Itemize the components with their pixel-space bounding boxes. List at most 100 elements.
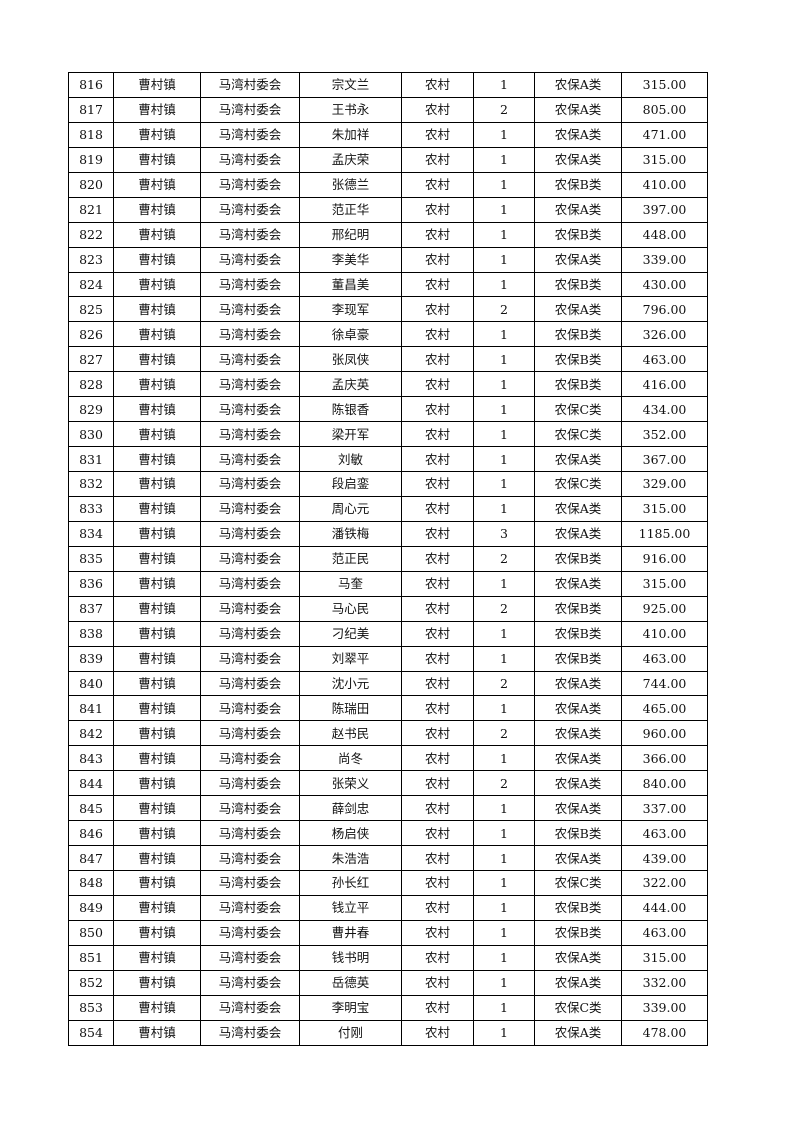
table-row: 839 曹村镇 马湾村委会 刘翠平 农村 1 农保B类 463.00 <box>68 645 708 672</box>
village-committee-cell: 马湾村委会 <box>200 695 300 722</box>
village-committee-cell: 马湾村委会 <box>200 96 300 123</box>
table-row: 827 曹村镇 马湾村委会 张凤侠 农村 1 农保B类 463.00 <box>68 346 708 373</box>
name-cell: 宗文兰 <box>299 72 402 98</box>
person-count-cell: 1 <box>473 745 535 772</box>
table-row: 822 曹村镇 马湾村委会 邢纪明 农村 1 农保B类 448.00 <box>68 221 708 248</box>
insurance-category-cell: 农保B类 <box>534 171 622 198</box>
town-cell: 曹村镇 <box>113 570 201 597</box>
village-committee-cell: 马湾村委会 <box>200 171 300 198</box>
table-row: 841 曹村镇 马湾村委会 陈瑞田 农村 1 农保A类 465.00 <box>68 695 708 722</box>
table-row: 850 曹村镇 马湾村委会 曹井春 农村 1 农保B类 463.00 <box>68 919 708 946</box>
person-count-cell: 1 <box>473 495 535 522</box>
table-row: 846 曹村镇 马湾村委会 杨启侠 农村 1 农保B类 463.00 <box>68 820 708 847</box>
amount-cell: 463.00 <box>621 919 708 946</box>
household-type-cell: 农村 <box>401 321 474 348</box>
name-cell: 梁开军 <box>299 421 402 448</box>
town-cell: 曹村镇 <box>113 371 201 398</box>
row-number-cell: 847 <box>68 845 114 871</box>
household-type-cell: 农村 <box>401 296 474 323</box>
household-type-cell: 农村 <box>401 944 474 971</box>
row-number-cell: 832 <box>68 471 114 497</box>
row-number-cell: 851 <box>68 944 114 971</box>
village-committee-cell: 马湾村委会 <box>200 795 300 822</box>
row-number-cell: 849 <box>68 894 114 921</box>
table-row: 829 曹村镇 马湾村委会 陈银香 农村 1 农保C类 434.00 <box>68 396 708 423</box>
person-count-cell: 1 <box>473 645 535 672</box>
table-row: 830 曹村镇 马湾村委会 梁开军 农村 1 农保C类 352.00 <box>68 421 708 448</box>
amount-cell: 326.00 <box>621 321 708 348</box>
insurance-category-cell: 农保A类 <box>534 246 622 273</box>
amount-cell: 1185.00 <box>621 520 708 547</box>
name-cell: 张德兰 <box>299 171 402 198</box>
household-type-cell: 农村 <box>401 446 474 472</box>
insurance-category-cell: 农保B类 <box>534 371 622 398</box>
town-cell: 曹村镇 <box>113 146 201 173</box>
town-cell: 曹村镇 <box>113 246 201 273</box>
insurance-category-cell: 农保C类 <box>534 994 622 1021</box>
amount-cell: 439.00 <box>621 845 708 871</box>
row-number-cell: 835 <box>68 545 114 572</box>
name-cell: 马奎 <box>299 570 402 597</box>
village-committee-cell: 马湾村委会 <box>200 396 300 423</box>
person-count-cell: 1 <box>473 845 535 871</box>
insurance-category-cell: 农保B类 <box>534 919 622 946</box>
amount-cell: 322.00 <box>621 870 708 896</box>
table-row: 821 曹村镇 马湾村委会 范正华 农村 1 农保A类 397.00 <box>68 196 708 223</box>
person-count-cell: 1 <box>473 321 535 348</box>
person-count-cell: 1 <box>473 471 535 497</box>
household-type-cell: 农村 <box>401 1019 474 1046</box>
household-type-cell: 农村 <box>401 72 474 98</box>
town-cell: 曹村镇 <box>113 745 201 772</box>
row-number-cell: 836 <box>68 570 114 597</box>
table-row: 826 曹村镇 马湾村委会 徐卓豪 农村 1 农保B类 326.00 <box>68 321 708 348</box>
amount-cell: 840.00 <box>621 770 708 797</box>
row-number-cell: 825 <box>68 296 114 323</box>
name-cell: 沈小元 <box>299 670 402 697</box>
row-number-cell: 833 <box>68 495 114 522</box>
row-number-cell: 841 <box>68 695 114 722</box>
town-cell: 曹村镇 <box>113 321 201 348</box>
insurance-category-cell: 农保C类 <box>534 471 622 497</box>
person-count-cell: 1 <box>473 346 535 373</box>
name-cell: 徐卓豪 <box>299 321 402 348</box>
household-type-cell: 农村 <box>401 570 474 597</box>
person-count-cell: 1 <box>473 146 535 173</box>
name-cell: 王书永 <box>299 96 402 123</box>
household-type-cell: 农村 <box>401 845 474 871</box>
town-cell: 曹村镇 <box>113 545 201 572</box>
insurance-category-cell: 农保B类 <box>534 321 622 348</box>
insurance-category-cell: 农保B类 <box>534 221 622 248</box>
row-number-cell: 822 <box>68 221 114 248</box>
name-cell: 范正华 <box>299 196 402 223</box>
insurance-category-cell: 农保B类 <box>534 595 622 622</box>
insurance-category-cell: 农保A类 <box>534 495 622 522</box>
household-type-cell: 农村 <box>401 221 474 248</box>
row-number-cell: 820 <box>68 171 114 198</box>
town-cell: 曹村镇 <box>113 1019 201 1046</box>
town-cell: 曹村镇 <box>113 720 201 747</box>
insurance-category-cell: 农保A类 <box>534 296 622 323</box>
insurance-category-cell: 农保A类 <box>534 745 622 772</box>
village-committee-cell: 马湾村委会 <box>200 570 300 597</box>
person-count-cell: 2 <box>473 545 535 572</box>
insurance-category-cell: 农保B类 <box>534 545 622 572</box>
household-type-cell: 农村 <box>401 96 474 123</box>
village-committee-cell: 马湾村委会 <box>200 870 300 896</box>
row-number-cell: 829 <box>68 396 114 423</box>
row-number-cell: 846 <box>68 820 114 847</box>
person-count-cell: 2 <box>473 720 535 747</box>
household-type-cell: 农村 <box>401 870 474 896</box>
table-row: 824 曹村镇 马湾村委会 董昌美 农村 1 农保B类 430.00 <box>68 271 708 298</box>
name-cell: 李美华 <box>299 246 402 273</box>
amount-cell: 315.00 <box>621 944 708 971</box>
table-row: 819 曹村镇 马湾村委会 孟庆荣 农村 1 农保A类 315.00 <box>68 146 708 173</box>
person-count-cell: 1 <box>473 570 535 597</box>
insurance-category-cell: 农保A类 <box>534 72 622 98</box>
amount-cell: 410.00 <box>621 620 708 647</box>
row-number-cell: 821 <box>68 196 114 223</box>
village-committee-cell: 马湾村委会 <box>200 296 300 323</box>
name-cell: 潘铁梅 <box>299 520 402 547</box>
town-cell: 曹村镇 <box>113 994 201 1021</box>
row-number-cell: 845 <box>68 795 114 822</box>
household-type-cell: 农村 <box>401 795 474 822</box>
